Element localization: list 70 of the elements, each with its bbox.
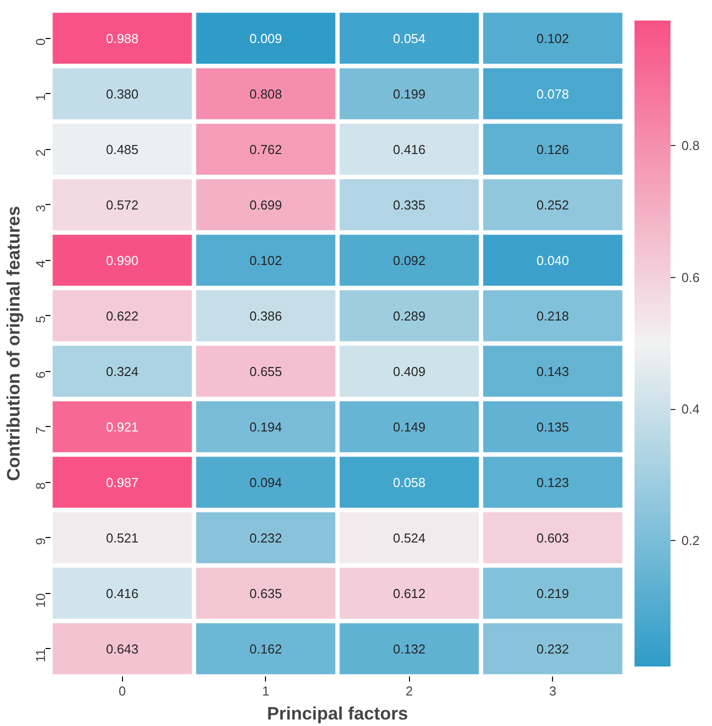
- y-tick-label: 2: [33, 149, 48, 156]
- y-tick-label: 8: [33, 482, 48, 490]
- data-label: 0.335: [392, 197, 426, 212]
- y-tick-label: 6: [33, 371, 48, 378]
- data-label: 0.762: [249, 142, 282, 157]
- y-tick-label: 11: [33, 648, 48, 662]
- data-label: 0.635: [249, 586, 282, 601]
- y-tick-label: 3: [33, 204, 48, 212]
- x-tick-label: 3: [549, 684, 556, 698]
- data-label: 0.987: [106, 474, 139, 490]
- data-label: 0.643: [106, 641, 139, 656]
- data-label: 0.219: [536, 586, 570, 601]
- data-label: 0.808: [249, 86, 282, 102]
- data-label: 0.409: [392, 364, 426, 379]
- color-bar-label: 0.6: [682, 270, 700, 285]
- data-label: 0.655: [249, 364, 282, 379]
- data-label: 0.232: [249, 530, 282, 546]
- y-tick-label: 5: [33, 316, 48, 323]
- y-tick-label: 0: [33, 38, 48, 46]
- data-label: 0.603: [536, 530, 570, 546]
- data-label: 0.194: [249, 419, 282, 434]
- data-label: 0.126: [536, 142, 570, 157]
- data-label: 0.921: [106, 419, 139, 434]
- color-bar-label: 0.4: [682, 402, 700, 417]
- data-label: 0.521: [106, 530, 139, 546]
- data-label: 0.143: [536, 364, 570, 379]
- data-label: 0.622: [106, 308, 139, 324]
- data-label: 0.232: [536, 641, 570, 656]
- data-label: 0.289: [392, 308, 426, 324]
- y-tick-label: 4: [33, 260, 48, 268]
- data-label: 0.699: [249, 197, 282, 212]
- data-label: 0.123: [536, 474, 570, 490]
- data-label: 0.524: [392, 530, 426, 546]
- y-tick-label: 10: [33, 593, 48, 608]
- y-axis-title: Contribution of original features: [4, 206, 24, 481]
- data-label: 0.199: [392, 86, 426, 102]
- data-label: 0.218: [536, 308, 570, 324]
- data-label: 0.078: [536, 86, 570, 102]
- y-tick-label: 9: [33, 538, 48, 545]
- x-tick-label: 1: [262, 684, 270, 698]
- y-tick-label: 7: [33, 426, 48, 434]
- color-bar-label: 0.8: [682, 138, 700, 154]
- data-label: 0.054: [392, 30, 426, 46]
- data-label: 0.132: [392, 641, 426, 656]
- data-label: 0.612: [392, 586, 426, 601]
- data-label: 0.135: [536, 419, 570, 434]
- data-label: 0.252: [536, 197, 570, 212]
- data-label: 0.572: [106, 197, 139, 212]
- data-label: 0.092: [392, 252, 426, 268]
- data-label: 0.162: [249, 641, 282, 656]
- x-axis-title: Principal factors: [266, 704, 408, 724]
- data-label: 0.102: [536, 30, 570, 46]
- data-label: 0.990: [106, 252, 139, 268]
- x-tick-label: 0: [118, 684, 126, 698]
- data-label: 0.416: [392, 142, 426, 157]
- data-label: 0.485: [106, 142, 139, 157]
- y-tick-label: 1: [33, 94, 48, 101]
- x-tick-label: 2: [406, 684, 413, 698]
- data-label: 0.416: [106, 586, 139, 601]
- data-label: 0.040: [536, 252, 570, 268]
- data-label: 0.988: [106, 30, 139, 46]
- data-label: 0.380: [106, 86, 139, 102]
- data-label: 0.386: [249, 308, 282, 324]
- data-label: 0.009: [249, 30, 282, 46]
- data-label: 0.149: [392, 419, 426, 434]
- color-bar-label: 0.2: [682, 533, 700, 548]
- data-label: 0.058: [392, 474, 426, 490]
- data-label: 0.094: [249, 474, 282, 490]
- data-label: 0.324: [106, 364, 139, 379]
- data-label: 0.102: [249, 252, 282, 268]
